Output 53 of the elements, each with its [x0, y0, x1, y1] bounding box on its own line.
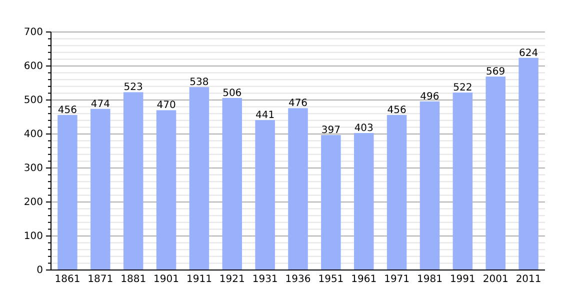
x-tick-label: 1936 — [285, 274, 311, 286]
bar — [288, 108, 308, 270]
data-label: 569 — [486, 66, 506, 78]
bar — [58, 114, 78, 270]
x-tick-label: 1971 — [384, 274, 410, 286]
x-tick-label: 1911 — [186, 274, 212, 286]
data-label: 522 — [453, 82, 472, 94]
bar — [518, 58, 538, 270]
x-tick-label: 1881 — [120, 274, 146, 286]
y-tick-label: 700 — [24, 27, 43, 38]
bar — [386, 114, 407, 270]
x-tick-label: 1901 — [154, 274, 179, 286]
bar — [420, 101, 440, 270]
bar — [123, 92, 144, 270]
y-tick-label: 500 — [24, 95, 43, 106]
x-tick-label: 1861 — [54, 274, 80, 286]
data-label: 474 — [90, 98, 110, 110]
x-tick-label: 1981 — [417, 274, 442, 286]
bar — [222, 98, 242, 270]
data-label: 403 — [354, 122, 374, 134]
x-tick-label: 1931 — [252, 274, 278, 286]
data-label: 624 — [518, 48, 538, 59]
data-label: 476 — [288, 98, 308, 110]
bar — [354, 132, 374, 270]
data-label: 397 — [321, 125, 340, 136]
bar — [156, 110, 176, 270]
y-tick-label: 200 — [24, 197, 43, 208]
bar — [486, 76, 506, 270]
y-tick-label: 0 — [36, 265, 43, 276]
bar — [255, 120, 275, 270]
bar — [452, 92, 473, 270]
data-label: 456 — [387, 104, 406, 116]
data-label: 538 — [190, 77, 209, 88]
data-label: 456 — [58, 104, 78, 116]
x-tick-label: 1871 — [88, 274, 114, 286]
y-tick-label: 300 — [24, 163, 43, 174]
bar — [90, 108, 110, 270]
y-tick-label: 600 — [24, 61, 43, 72]
y-tick-label: 100 — [24, 231, 43, 242]
data-label: 441 — [256, 110, 275, 122]
data-label: 523 — [124, 82, 143, 94]
x-tick-label: 1921 — [219, 274, 245, 286]
x-tick-label: 1991 — [450, 274, 476, 286]
x-tick-label: 2001 — [482, 274, 508, 286]
y-tick-label: 400 — [24, 129, 43, 140]
x-tick-label: 1951 — [318, 274, 344, 286]
bar — [189, 87, 210, 270]
data-label: 470 — [156, 100, 176, 112]
data-label: 496 — [420, 91, 440, 102]
bar — [321, 135, 341, 270]
data-label: 506 — [222, 88, 242, 99]
x-tick-label: 2011 — [516, 274, 542, 286]
x-tick-label: 1961 — [351, 274, 377, 286]
